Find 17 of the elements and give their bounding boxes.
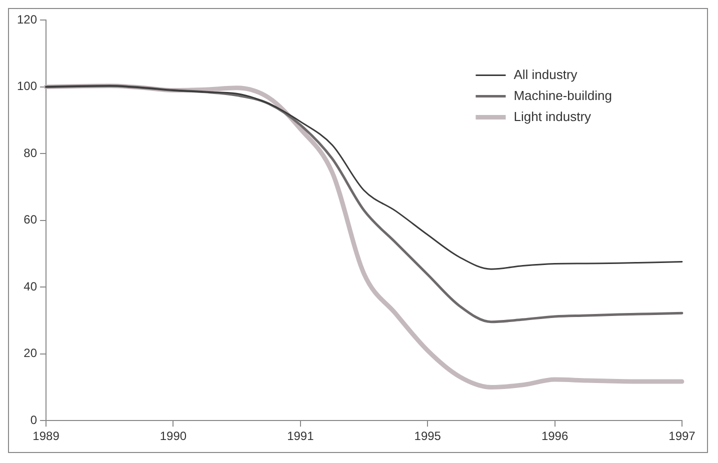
x-tick-label: 1990: [160, 429, 187, 444]
y-tick-label: 80: [24, 146, 38, 160]
y-tick-label: 100: [16, 79, 38, 94]
line-series: [45, 85, 683, 270]
x-tick-label: 1995: [414, 429, 442, 444]
y-tick-label: 20: [24, 346, 38, 360]
y-tick-label: 0: [30, 412, 38, 427]
y-tick-label: 120: [16, 12, 38, 27]
legend-label: All industry: [514, 66, 578, 82]
x-tick-label: 1991: [287, 429, 314, 444]
y-tick-label: 40: [24, 279, 38, 294]
x-tick-label: 1996: [541, 429, 568, 444]
legend-label: Machine-building: [514, 88, 612, 103]
y-tick-label: 60: [24, 212, 38, 227]
x-tick-label: 1997: [668, 429, 696, 444]
x-tick-label: 1989: [32, 429, 60, 444]
legend-label: Light industry: [514, 108, 592, 124]
